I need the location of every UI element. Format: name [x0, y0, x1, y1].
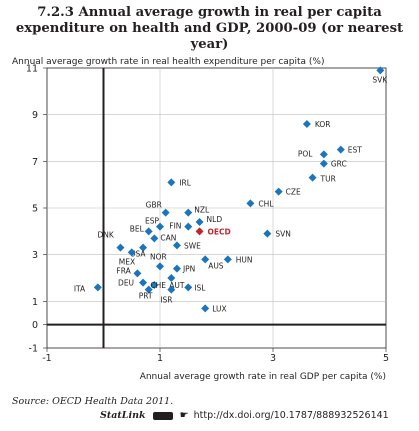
point-label-kor: KOR	[315, 120, 331, 129]
point-che	[150, 281, 159, 289]
point-label-irl: IRL	[179, 178, 191, 187]
point-label-pol: POL	[298, 149, 313, 158]
statlink: StatLink ☛ http://dx.doi.org/10.1787/888…	[100, 410, 389, 421]
point-label-est: EST	[348, 146, 362, 155]
point-label-esp: ESP	[145, 217, 159, 226]
point-label-tur: TUR	[320, 175, 336, 184]
point-label-svn: SVN	[275, 230, 291, 239]
point-can	[150, 234, 159, 243]
statlink-brand: StatLink	[100, 410, 146, 421]
point-hun	[223, 255, 232, 264]
chart-title: 7.2.3 Annual average growth in real per …	[0, 5, 419, 53]
point-dnk	[116, 243, 125, 252]
point-nld	[195, 218, 204, 226]
point-prt	[144, 285, 153, 294]
point-label-aus: AUS	[208, 261, 224, 270]
point-irl	[167, 178, 176, 187]
point-esp	[156, 222, 164, 231]
x-tick-label: 1	[157, 353, 163, 364]
point-est	[336, 145, 345, 154]
point-oecd	[195, 227, 204, 236]
point-label-che: CHE	[150, 281, 166, 290]
point-nzl	[184, 208, 193, 217]
point-jpn	[172, 264, 181, 273]
point-label-gbr: GBR	[146, 201, 162, 210]
point-label-usa: USA	[130, 250, 146, 259]
y-tick-label: 7	[32, 157, 38, 168]
point-label-fin: FIN	[169, 222, 181, 231]
y-tick-label: -1	[29, 344, 38, 355]
x-axis-label: Annual average growth rate in real GDP p…	[139, 372, 386, 382]
point-label-jpn: JPN	[182, 265, 195, 274]
y-tick-label: 9	[32, 110, 38, 121]
point-mex	[127, 248, 136, 257]
point-label-dnk: DNK	[97, 231, 114, 240]
source-text: OECD Health Data 2011.	[52, 396, 174, 407]
x-tick-label: 3	[270, 353, 276, 364]
point-fra	[133, 269, 142, 278]
point-label-grc: GRC	[331, 160, 347, 169]
point-label-svk: SVK	[372, 75, 388, 84]
point-label-lux: LUX	[212, 304, 226, 313]
point-bel	[144, 227, 153, 236]
point-kor	[302, 120, 311, 128]
statlink-url[interactable]: http://dx.doi.org/10.1787/888932526141	[193, 410, 389, 421]
point-isr	[167, 285, 176, 294]
point-label-fra: FRA	[116, 266, 131, 275]
y-tick-label: 3	[32, 250, 38, 261]
point-isl	[184, 283, 193, 292]
x-tick-label: 5	[383, 353, 389, 364]
point-nor	[156, 262, 164, 271]
y-tick-label: 5	[32, 204, 38, 215]
point-cze	[274, 187, 283, 196]
chart-title-line-2: expenditure on health and GDP, 2000-09 (…	[15, 21, 404, 52]
x-tick-label: -1	[42, 353, 51, 364]
point-label-ita: ITA	[74, 284, 86, 293]
y-tick-label: 11	[26, 64, 38, 75]
source-note: Source: OECD Health Data 2011.	[12, 396, 173, 407]
y-tick-label: 1	[32, 297, 38, 308]
point-gbr	[161, 208, 170, 217]
point-label-nzl: NZL	[194, 206, 210, 215]
point-grc	[319, 159, 328, 168]
point-svk	[376, 66, 385, 75]
point-label-aut: AUT	[169, 281, 185, 290]
point-pol	[319, 150, 328, 159]
point-deu	[139, 278, 148, 287]
point-ita	[93, 283, 102, 292]
point-label-cze: CZE	[286, 188, 301, 197]
point-label-nld: NLD	[207, 215, 223, 224]
point-chl	[246, 199, 255, 208]
point-label-can: CAN	[160, 233, 176, 242]
point-svn	[263, 229, 272, 238]
point-label-mex: MEX	[119, 257, 135, 266]
point-label-chl: CHL	[258, 199, 274, 208]
y-axis-label: Annual average growth rate in real healt…	[12, 57, 325, 67]
point-label-swe: SWE	[184, 241, 201, 250]
point-label-isr: ISR	[160, 296, 172, 305]
point-label-hun: HUN	[236, 255, 253, 264]
point-usa	[139, 243, 148, 252]
y-tick-label: 0	[32, 320, 38, 331]
point-label-prt: PRT	[139, 292, 153, 301]
point-tur	[308, 173, 317, 182]
point-label-bel: BEL	[130, 224, 145, 233]
point-fin	[184, 222, 193, 231]
point-label-oecd: OECD	[208, 227, 231, 236]
point-label-isl: ISL	[194, 283, 206, 292]
point-label-deu: DEU	[118, 279, 134, 288]
statlink-logo-icon	[152, 411, 173, 420]
source-label: Source:	[12, 396, 50, 407]
chart-title-line-1: 7.2.3 Annual average growth in real per …	[37, 5, 382, 20]
point-aut	[167, 274, 176, 282]
point-swe	[172, 241, 181, 250]
point-label-nor: NOR	[150, 252, 167, 261]
point-aus	[201, 255, 210, 264]
link-arrow-icon: ☛	[179, 410, 189, 421]
point-lux	[201, 304, 210, 313]
